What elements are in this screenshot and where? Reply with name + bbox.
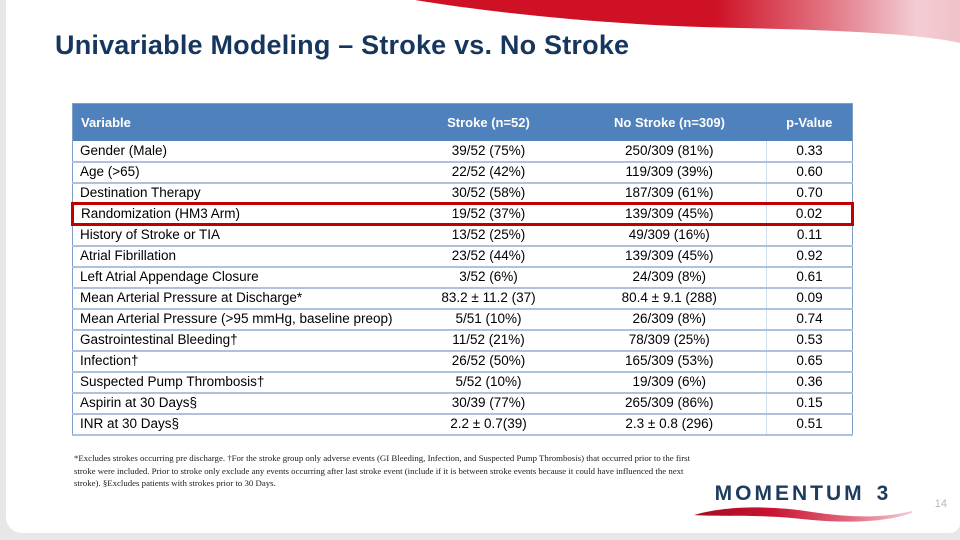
cell-p-value: 0.33 [766, 140, 853, 163]
cell-variable: Age (>65) [72, 161, 405, 184]
cell-no-stroke: 49/309 (16%) [572, 224, 767, 247]
cell-no-stroke: 119/309 (39%) [572, 161, 767, 184]
cell-stroke: 11/52 (21%) [404, 329, 573, 352]
cell-variable: Infection† [72, 350, 405, 373]
cell-p-value: 0.11 [766, 224, 853, 247]
cell-no-stroke: 80.4 ± 9.1 (288) [572, 287, 767, 310]
cell-stroke: 83.2 ± 11.2 (37) [404, 287, 573, 310]
cell-variable: Atrial Fibrillation [72, 245, 405, 268]
cell-no-stroke: 2.3 ± 0.8 (296) [572, 413, 767, 436]
cell-no-stroke: 250/309 (81%) [572, 140, 767, 163]
logo-number: 3 [876, 482, 892, 505]
cell-stroke: 39/52 (75%) [404, 140, 573, 163]
table-row: Infection† 26/52 (50%) 165/309 (53%) 0.6… [72, 350, 853, 373]
momentum-logo-text: MOMENTUM 3 [694, 482, 912, 506]
logo-word: MOMENTUM [714, 482, 865, 505]
cell-stroke: 5/52 (10%) [404, 371, 573, 394]
cell-no-stroke: 165/309 (53%) [572, 350, 767, 373]
slide: Univariable Modeling – Stroke vs. No Str… [6, 0, 960, 533]
cell-no-stroke: 187/309 (61%) [572, 182, 767, 205]
column-header-p-value: p-Value [766, 103, 853, 141]
table-row: Gender (Male) 39/52 (75%) 250/309 (81%) … [72, 140, 853, 163]
cell-variable: Mean Arterial Pressure (>95 mmHg, baseli… [72, 308, 405, 331]
highlighted-table-row: Randomization (HM3 Arm) 19/52 (37%) 139/… [71, 202, 854, 226]
table-header-row: Variable Stroke (n=52) No Stroke (n=309)… [72, 103, 853, 141]
column-header-stroke: Stroke (n=52) [404, 103, 573, 141]
table-row: Mean Arterial Pressure (>95 mmHg, baseli… [72, 308, 853, 331]
cell-p-value: 0.70 [766, 182, 853, 205]
cell-no-stroke: 139/309 (45%) [572, 202, 767, 226]
top-red-swoosh-graphic [415, 0, 960, 43]
cell-no-stroke: 24/309 (8%) [572, 266, 767, 289]
cell-p-value: 0.92 [766, 245, 853, 268]
cell-stroke: 26/52 (50%) [404, 350, 573, 373]
table-row: Aspirin at 30 Days§ 30/39 (77%) 265/309 … [72, 392, 853, 415]
page-title: Univariable Modeling – Stroke vs. No Str… [55, 30, 630, 60]
cell-variable: Gender (Male) [72, 140, 405, 163]
cell-variable: INR at 30 Days§ [72, 413, 405, 436]
cell-stroke: 22/52 (42%) [404, 161, 573, 184]
table-row: Mean Arterial Pressure at Discharge* 83.… [72, 287, 853, 310]
table-row: Left Atrial Appendage Closure 3/52 (6%) … [72, 266, 853, 289]
cell-variable: Aspirin at 30 Days§ [72, 392, 405, 415]
cell-no-stroke: 19/309 (6%) [572, 371, 767, 394]
cell-p-value: 0.65 [766, 350, 853, 373]
cell-stroke: 19/52 (37%) [404, 202, 573, 226]
cell-variable: Gastrointestinal Bleeding† [72, 329, 405, 352]
cell-variable: Suspected Pump Thrombosis† [72, 371, 405, 394]
cell-no-stroke: 139/309 (45%) [572, 245, 767, 268]
cell-p-value: 0.09 [766, 287, 853, 310]
cell-variable: Randomization (HM3 Arm) [71, 202, 405, 226]
table-row: INR at 30 Days§ 2.2 ± 0.7(39) 2.3 ± 0.8 … [72, 413, 853, 436]
column-header-variable: Variable [72, 103, 405, 141]
cell-stroke: 2.2 ± 0.7(39) [404, 413, 573, 436]
cell-p-value: 0.15 [766, 392, 853, 415]
cell-stroke: 13/52 (25%) [404, 224, 573, 247]
cell-variable: Left Atrial Appendage Closure [72, 266, 405, 289]
cell-no-stroke: 265/309 (86%) [572, 392, 767, 415]
results-table: Variable Stroke (n=52) No Stroke (n=309)… [71, 103, 854, 436]
footnote: *Excludes strokes occurring pre discharg… [74, 453, 691, 489]
table-row: Destination Therapy 30/52 (58%) 187/309 … [72, 182, 853, 205]
cell-p-value: 0.53 [766, 329, 853, 352]
table-row: Gastrointestinal Bleeding† 11/52 (21%) 7… [72, 329, 853, 352]
logo-red-swoosh-graphic [694, 507, 912, 522]
table-row: History of Stroke or TIA 13/52 (25%) 49/… [72, 224, 853, 247]
cell-p-value: 0.02 [766, 202, 854, 226]
cell-stroke: 30/39 (77%) [404, 392, 573, 415]
column-header-no-stroke: No Stroke (n=309) [572, 103, 767, 141]
cell-variable: Mean Arterial Pressure at Discharge* [72, 287, 405, 310]
table-row: Suspected Pump Thrombosis† 5/52 (10%) 19… [72, 371, 853, 394]
cell-p-value: 0.60 [766, 161, 853, 184]
cell-variable: Destination Therapy [72, 182, 405, 205]
table-row: Atrial Fibrillation 23/52 (44%) 139/309 … [72, 245, 853, 268]
cell-no-stroke: 78/309 (25%) [572, 329, 767, 352]
cell-p-value: 0.61 [766, 266, 853, 289]
cell-stroke: 3/52 (6%) [404, 266, 573, 289]
cell-p-value: 0.36 [766, 371, 853, 394]
cell-p-value: 0.74 [766, 308, 853, 331]
cell-p-value: 0.51 [766, 413, 853, 436]
cell-variable: History of Stroke or TIA [72, 224, 405, 247]
page-number: 14 [934, 498, 947, 510]
results-table-container: Variable Stroke (n=52) No Stroke (n=309)… [71, 103, 854, 436]
table-row: Age (>65) 22/52 (42%) 119/309 (39%) 0.60 [72, 161, 853, 184]
momentum-logo: MOMENTUM 3 [694, 482, 912, 525]
cell-stroke: 23/52 (44%) [404, 245, 573, 268]
cell-stroke: 30/52 (58%) [404, 182, 573, 205]
cell-no-stroke: 26/309 (8%) [572, 308, 767, 331]
cell-stroke: 5/51 (10%) [404, 308, 573, 331]
